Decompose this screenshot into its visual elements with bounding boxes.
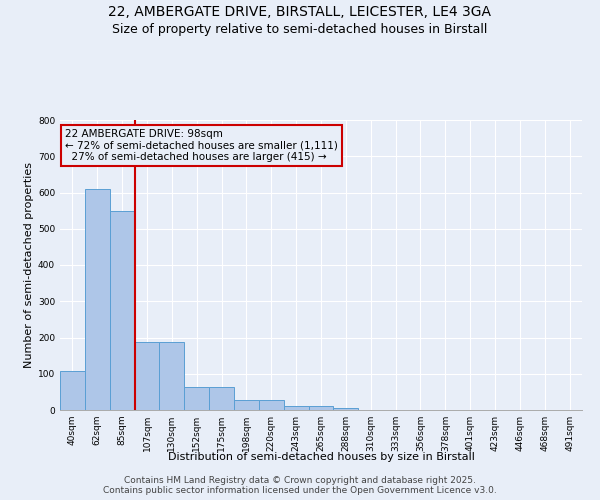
Bar <box>334 408 358 410</box>
Text: Contains HM Land Registry data © Crown copyright and database right 2025.
Contai: Contains HM Land Registry data © Crown c… <box>103 476 497 495</box>
Bar <box>160 342 184 410</box>
Text: 22, AMBERGATE DRIVE, BIRSTALL, LEICESTER, LE4 3GA: 22, AMBERGATE DRIVE, BIRSTALL, LEICESTER… <box>109 5 491 19</box>
Bar <box>209 387 234 410</box>
Bar <box>184 387 209 410</box>
Bar <box>259 400 284 410</box>
Bar <box>284 406 308 410</box>
Bar <box>110 212 134 410</box>
Text: Distribution of semi-detached houses by size in Birstall: Distribution of semi-detached houses by … <box>167 452 475 462</box>
Bar <box>234 400 259 410</box>
Text: 22 AMBERGATE DRIVE: 98sqm
← 72% of semi-detached houses are smaller (1,111)
  27: 22 AMBERGATE DRIVE: 98sqm ← 72% of semi-… <box>65 128 338 162</box>
Bar <box>134 342 160 410</box>
Y-axis label: Number of semi-detached properties: Number of semi-detached properties <box>24 162 34 368</box>
Text: Size of property relative to semi-detached houses in Birstall: Size of property relative to semi-detach… <box>112 22 488 36</box>
Bar <box>60 371 85 410</box>
Bar <box>85 188 110 410</box>
Bar <box>308 406 334 410</box>
